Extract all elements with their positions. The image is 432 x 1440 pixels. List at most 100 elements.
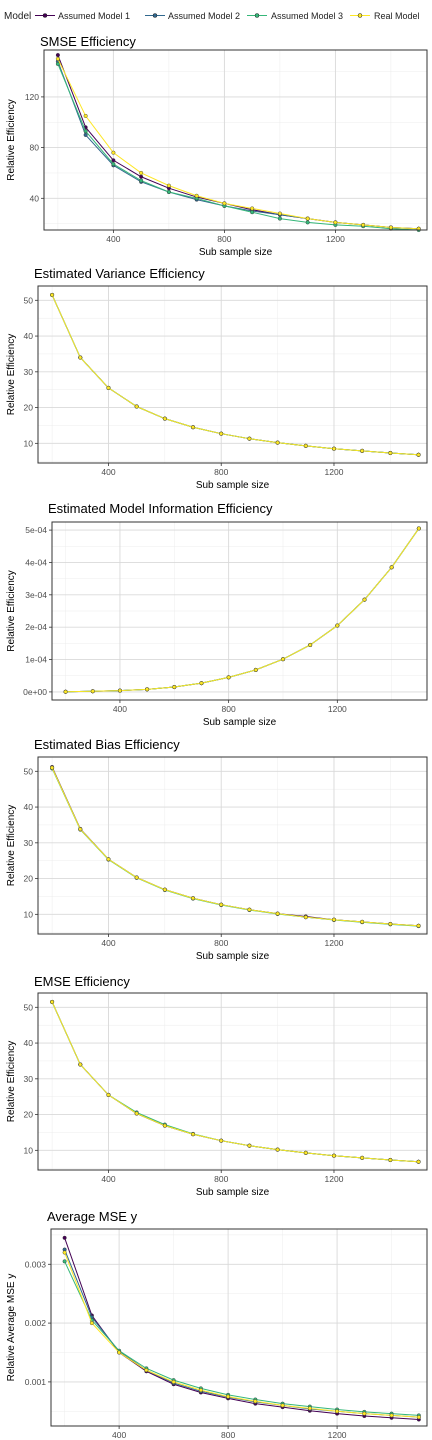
series-line-assumed-model-3 <box>57 63 419 231</box>
data-point <box>303 1150 308 1155</box>
chart-legend: Model Assumed Model 1 Assumed Model 2 As… <box>0 0 432 30</box>
data-point <box>166 189 171 194</box>
data-point <box>247 907 252 912</box>
y-tick-label: 50 <box>24 295 34 305</box>
plot-border <box>37 992 428 1171</box>
y-tick-label: 40 <box>24 802 34 812</box>
data-point <box>335 623 340 628</box>
series-real-model <box>62 1250 421 1420</box>
data-point <box>416 526 421 531</box>
x-tick-label: 800 <box>214 938 228 948</box>
x-tick-label: 400 <box>101 467 115 477</box>
plot-panel <box>51 1229 427 1426</box>
data-point <box>166 183 171 188</box>
x-tick-label: 1200 <box>326 234 345 244</box>
data-point <box>145 687 150 692</box>
data-point <box>50 292 55 297</box>
data-point <box>331 446 336 451</box>
series-real-model <box>55 56 421 231</box>
plot-border <box>51 521 428 701</box>
data-point <box>277 211 282 216</box>
y-tick-label: 4e-04 <box>25 557 47 567</box>
legend-item-assumed-model-1: Assumed Model 1 <box>35 11 130 21</box>
data-point <box>222 201 227 206</box>
data-point <box>78 355 83 360</box>
data-point <box>226 675 231 680</box>
data-point <box>335 1409 340 1414</box>
data-point <box>275 440 280 445</box>
data-point <box>275 911 280 916</box>
data-point <box>63 689 68 694</box>
x-tick-label: 400 <box>101 1174 115 1184</box>
y-tick-label: 20 <box>24 874 34 884</box>
x-tick-label: 800 <box>214 467 228 477</box>
data-point <box>247 436 252 441</box>
legend-label-assumed-model-2: Assumed Model 2 <box>168 11 240 21</box>
legend-marker-real-model <box>357 13 363 18</box>
x-tick-label: 1200 <box>328 1430 347 1440</box>
series-line-real-model <box>51 767 419 927</box>
y-tick-label: 40 <box>30 193 40 203</box>
data-point <box>106 857 111 862</box>
data-point <box>388 225 393 230</box>
data-point <box>162 887 167 892</box>
data-point <box>360 1155 365 1160</box>
legend-marker-assumed-model-1 <box>42 13 48 18</box>
y-tick-label: 30 <box>24 1074 34 1084</box>
y-tick-label: 0.002 <box>25 1318 47 1328</box>
x-tick-label: 1200 <box>325 938 344 948</box>
data-point <box>171 1379 176 1384</box>
legend-label-assumed-model-3: Assumed Model 3 <box>271 11 343 21</box>
plot-border <box>37 285 428 464</box>
chart-title: SMSE Efficiency <box>40 34 136 49</box>
data-point <box>90 689 95 694</box>
y-tick-label: 50 <box>24 1002 34 1012</box>
data-point <box>111 150 116 155</box>
plot-panel <box>38 757 427 934</box>
data-point <box>117 688 122 693</box>
data-point <box>62 1250 67 1255</box>
data-point <box>78 1062 83 1067</box>
data-point <box>389 1413 394 1418</box>
data-point <box>55 53 60 58</box>
y-tick-label: 1e-04 <box>25 655 47 665</box>
data-point <box>416 452 421 457</box>
data-point <box>361 222 366 227</box>
data-point <box>191 1132 196 1137</box>
y-tick-label: 30 <box>24 367 34 377</box>
chart-estimated-bias-efficiency: Estimated Bias Efficiency 400 800 1200 10 20 3… <box>6 737 428 962</box>
x-axis-label: Sub sample size <box>203 717 277 728</box>
y-tick-label: 10 <box>24 1145 34 1155</box>
data-point <box>144 1368 149 1373</box>
x-tick-label: 400 <box>106 234 120 244</box>
data-point <box>305 220 310 225</box>
chart-average-mse-y: Average MSE y40080012000.0010.0020.003Su… <box>6 1209 428 1440</box>
data-point <box>331 917 336 922</box>
x-tick-label: 1200 <box>328 704 347 714</box>
data-point <box>280 1403 285 1408</box>
legend-label-real-model: Real Model <box>374 11 420 21</box>
data-point <box>172 685 177 690</box>
y-tick-label: 2e-04 <box>25 622 47 632</box>
legend-marker-assumed-model-3 <box>254 13 260 18</box>
chart-title: Estimated Variance Efficiency <box>34 266 205 281</box>
data-point <box>111 162 116 167</box>
x-tick-label: 800 <box>221 1430 235 1440</box>
y-tick-label: 0e+00 <box>23 687 47 697</box>
legend-item-assumed-model-2: Assumed Model 2 <box>145 11 240 21</box>
data-point <box>303 915 308 920</box>
data-point <box>139 174 144 179</box>
chart-title: Average MSE y <box>47 1209 138 1224</box>
data-point <box>55 61 60 66</box>
y-tick-label: 10 <box>24 438 34 448</box>
data-point <box>416 1415 421 1420</box>
data-point <box>134 404 139 409</box>
data-point <box>89 1321 94 1326</box>
data-point <box>194 193 199 198</box>
data-point <box>106 1092 111 1097</box>
data-point <box>388 921 393 926</box>
data-point <box>162 416 167 421</box>
y-axis-label: Relative Efficiency <box>6 334 17 416</box>
data-point <box>277 216 282 221</box>
data-point <box>198 1388 203 1393</box>
